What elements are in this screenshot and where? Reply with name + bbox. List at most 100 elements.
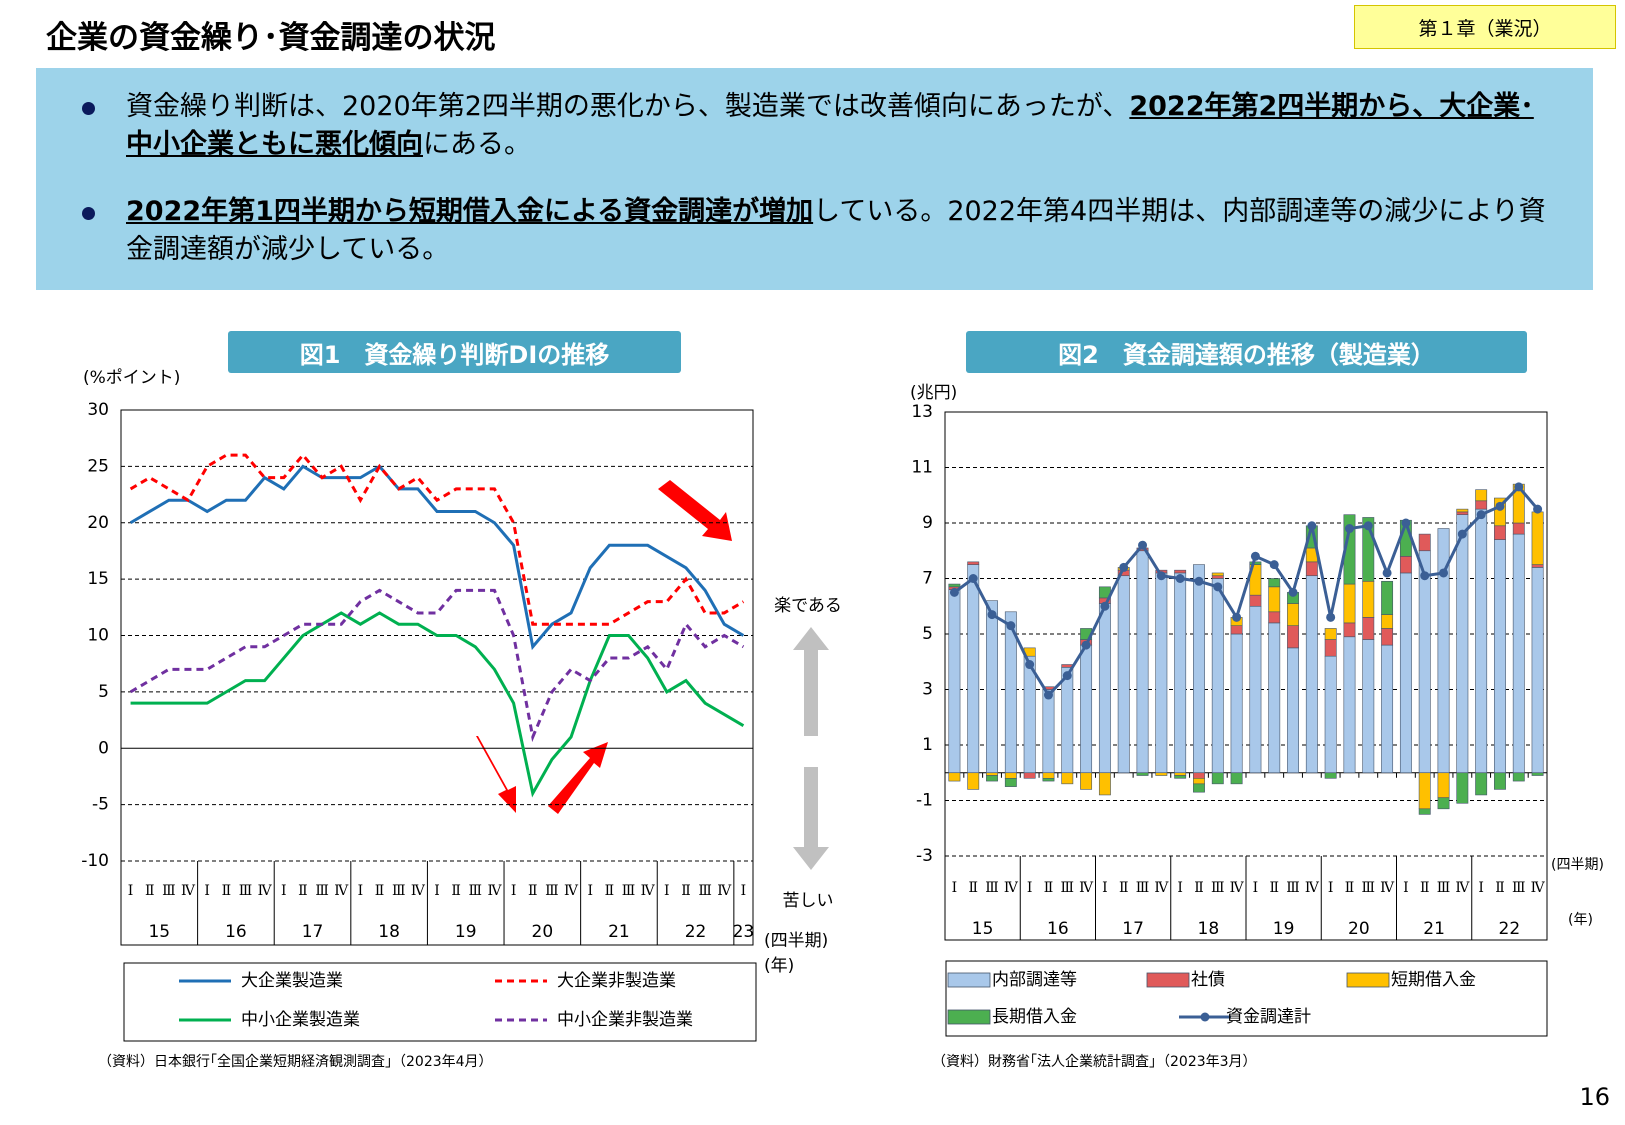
year-label: 23 [733,922,755,942]
bar-segment [1324,772,1337,779]
x-tick-label: Ⅲ [1061,880,1075,896]
bar-segment [1531,772,1544,776]
bar-segment [986,600,998,774]
x-tick-label: Ⅱ [681,883,691,899]
bar-segment [1117,575,1130,774]
series-line [129,452,745,626]
x-tick-label: Ⅰ [281,883,287,899]
year-label: 15 [972,919,994,939]
chart-title: 図2 資金調達額の推移（製造業） [966,331,1527,373]
y-tick-label: 3 [922,680,933,700]
y-tick-label: 10 [87,626,109,646]
bar-segment [1305,561,1318,577]
x-tick-label: Ⅲ [622,883,636,899]
x-tick-label: Ⅰ [511,883,517,899]
x-tick-label: Ⅲ [315,883,329,899]
x-tick-label: Ⅱ [145,883,155,899]
legend-label: 社債 [1191,970,1225,990]
bar-segment [1061,666,1074,774]
bar-segment [1418,808,1431,815]
bar-segment [1042,777,1055,782]
bar-segment [1381,628,1394,646]
x-tick-label: Ⅲ [545,883,559,899]
bar-segment [1418,550,1431,774]
x-unit: (四半期) [764,931,828,951]
bullet: 資金繰り判断は、2020年第2四半期の悪化から、製造業では改善傾向にあったが、2… [82,88,1560,164]
line-marker [1514,482,1524,492]
y-tick-label: 30 [87,400,109,420]
y-unit: (兆円) [910,383,957,403]
red-arrow [476,736,516,813]
bar-segment [1399,572,1412,774]
bar-segment [1174,572,1187,774]
page-title: 企業の資金繰り･資金調達の状況 [46,20,496,56]
legend-box [945,960,1548,1037]
legend-swatch [1346,972,1390,988]
bar-segment [1211,772,1224,785]
bar-segment [1343,583,1356,624]
bar-segment [1193,564,1205,774]
x-tick-label: Ⅲ [392,883,406,899]
bar-segment [1531,564,1544,568]
y-tick-label: 25 [87,456,109,476]
legend-label: 大企業非製造業 [557,971,676,991]
line-marker [1025,660,1035,670]
year-label: 16 [225,922,247,942]
x-tick-label: Ⅰ [664,883,670,899]
x-tick-label: Ⅰ [741,883,747,899]
bar-segment [1381,644,1394,774]
bar-segment [1437,797,1450,810]
bar-segment [1004,772,1017,779]
bar-segment [1324,639,1337,657]
red-arrow [548,742,608,814]
page-number: 16 [1579,1083,1610,1111]
bar-segment [1268,622,1281,774]
x-tick-label: Ⅲ [1211,880,1225,896]
bar-segment [1023,772,1036,779]
bar-segment [1362,617,1375,640]
bar-segment [1268,586,1281,613]
bar-segment [1174,772,1187,776]
bullet-text: にある。 [423,129,531,160]
line-marker [1043,690,1053,700]
bar-segment [1418,772,1431,810]
annotation: 苦しい [783,891,834,911]
bar-segment [1456,508,1469,513]
x-unit: (年) [764,956,794,976]
x-tick-label: Ⅳ [181,883,196,899]
bar-segment [1494,525,1506,540]
line-marker [1119,562,1129,572]
down-arrow [793,767,829,870]
x-tick-label: Ⅰ [1102,880,1108,896]
x-tick-label: Ⅰ [952,880,958,896]
line-marker [949,587,959,597]
bar-segment [948,589,961,774]
year-label: 18 [378,922,400,942]
bar-segment [1287,625,1299,649]
y-tick-label: 0 [98,738,109,758]
line-marker [1156,571,1166,581]
legend-label: 長期借入金 [992,1007,1077,1027]
source: （資料）日本銀行｢全国企業短期経済観測調査｣（2023年4月） [98,1054,493,1070]
chart-title: 図1 資金繰り判断DIの推移 [228,331,681,373]
x-tick-label: Ⅳ [717,883,732,899]
up-arrow [793,627,829,736]
bar-segment [1494,497,1506,527]
x-tick-label: Ⅰ [1478,880,1484,896]
bar-segment [1494,772,1506,790]
bar-segment [1456,514,1469,774]
legend-label: 内部調達等 [992,970,1077,990]
red-arrow [658,480,732,541]
line-marker [1382,568,1392,578]
line-marker [1138,540,1148,550]
x-tick-label: Ⅲ [1286,880,1300,896]
bullet-text: している。2022年第4四半期は、内部調達等の減少により資金調達額が減少している… [126,196,1546,265]
bar-segment [1211,572,1224,577]
legend-swatch [947,972,991,988]
line-marker [1420,571,1430,581]
year-label: 19 [1273,919,1295,939]
x-tick-label: Ⅱ [605,883,615,899]
bar-segment [1287,603,1299,626]
x-tick-label: Ⅳ [564,883,579,899]
line-marker [1062,671,1072,681]
